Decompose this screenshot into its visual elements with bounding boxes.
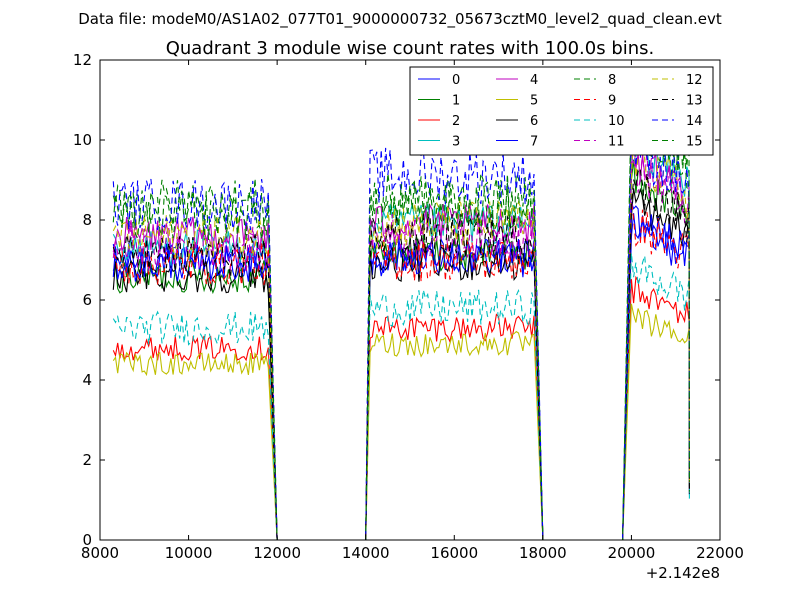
x-tick-label: 14000 bbox=[342, 544, 390, 562]
series-line-11 bbox=[112, 149, 690, 540]
x-axis-offset-label: +2.142e8 bbox=[646, 564, 720, 582]
legend-label-8: 8 bbox=[608, 73, 616, 88]
legend-label-4: 4 bbox=[530, 73, 538, 88]
legend-label-14: 14 bbox=[686, 114, 703, 129]
legend-label-12: 12 bbox=[686, 73, 703, 88]
y-tick-label: 10 bbox=[73, 131, 92, 149]
y-tick-label: 0 bbox=[82, 531, 92, 549]
legend-label-7: 7 bbox=[530, 135, 538, 150]
series-line-1 bbox=[112, 159, 690, 540]
legend-label-15: 15 bbox=[686, 135, 703, 150]
legend-label-5: 5 bbox=[530, 94, 538, 109]
legend-label-0: 0 bbox=[452, 73, 460, 88]
y-tick-label: 2 bbox=[82, 451, 92, 469]
x-tick-label: 20000 bbox=[608, 544, 656, 562]
series-line-14 bbox=[112, 125, 690, 540]
legend-label-6: 6 bbox=[530, 114, 538, 129]
y-tick-label: 12 bbox=[73, 51, 92, 69]
x-tick-label: 10000 bbox=[165, 544, 213, 562]
legend-label-10: 10 bbox=[608, 114, 625, 129]
legend-label-3: 3 bbox=[452, 135, 460, 150]
y-tick-label: 4 bbox=[82, 371, 92, 389]
y-tick-label: 8 bbox=[82, 211, 92, 229]
series-line-13 bbox=[112, 167, 690, 540]
series-line-0 bbox=[112, 213, 690, 540]
series-line-2 bbox=[112, 275, 690, 540]
series-line-10 bbox=[112, 252, 690, 540]
legend-label-13: 13 bbox=[686, 94, 703, 109]
x-tick-label: 16000 bbox=[430, 544, 478, 562]
legend-label-11: 11 bbox=[608, 135, 625, 150]
series-line-8 bbox=[112, 102, 690, 540]
y-tick-label: 6 bbox=[82, 291, 92, 309]
series-line-3 bbox=[112, 129, 690, 540]
figure-suptitle: Data file: modeM0/AS1A02_077T01_90000007… bbox=[78, 10, 722, 29]
x-tick-label: 18000 bbox=[519, 544, 567, 562]
series-lines bbox=[112, 90, 690, 540]
legend-label-2: 2 bbox=[452, 114, 460, 129]
series-line-12 bbox=[112, 133, 690, 540]
x-tick-label: 12000 bbox=[253, 544, 301, 562]
x-tick-label: 22000 bbox=[696, 544, 744, 562]
series-line-5 bbox=[112, 303, 690, 540]
x-tick-label: 8000 bbox=[81, 544, 119, 562]
legend-label-9: 9 bbox=[608, 94, 616, 109]
plot-area: 8000 10000 12000 14000 16000 18000 20000 22000 0… bbox=[73, 51, 744, 562]
chart-title: Quadrant 3 module wise count rates with … bbox=[166, 38, 655, 59]
series-line-15 bbox=[112, 90, 690, 540]
legend-label-1: 1 bbox=[452, 94, 460, 109]
